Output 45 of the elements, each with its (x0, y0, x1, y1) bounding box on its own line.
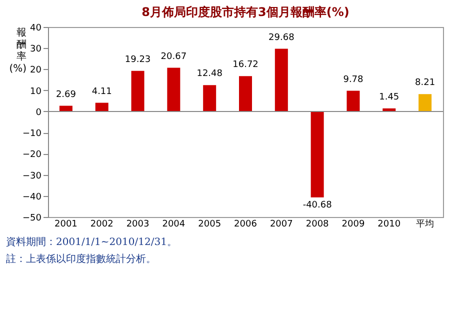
data-label: -40.68 (302, 200, 332, 210)
x-tick-label: 2004 (162, 220, 186, 230)
y-tick-label: 30 (30, 44, 42, 55)
bar (131, 70, 144, 112)
x-tick-label: 2003 (126, 220, 150, 230)
y-tick-label: 40 (30, 24, 42, 34)
x-tick-label: 2001 (54, 220, 78, 230)
chart-title: 8月佈局印度股市持有3個月報酬率(%) (142, 5, 350, 19)
x-tick-label: 2005 (198, 220, 222, 230)
y-tick-label: 20 (30, 66, 42, 76)
y-tick-label: −10 (22, 129, 42, 140)
data-label: 9.78 (343, 74, 364, 85)
bar (203, 85, 216, 112)
data-label: 12.48 (196, 69, 223, 80)
text: 註：上表係以印度指數統計分析。 (6, 252, 157, 266)
y-tick-label: −20 (22, 150, 42, 160)
bar (310, 111, 324, 198)
data-label: 20.67 (160, 52, 187, 62)
x-tick-label: 2006 (234, 220, 258, 230)
text: 資料期間：2001/1/1~2010/12/31。 (6, 236, 178, 249)
x-tick-label: 平均 (416, 218, 434, 230)
data-label: 19.23 (124, 54, 151, 65)
y-axis-title: 報酬率(%) (9, 26, 27, 74)
data-label: 2.69 (56, 90, 76, 100)
bar (167, 68, 180, 112)
data-label: 4.11 (92, 86, 112, 97)
data-label: 16.72 (232, 60, 258, 70)
bar (274, 48, 288, 112)
y-tick-label: −50 (22, 214, 42, 224)
data-label: 8.21 (415, 78, 436, 88)
bar (239, 76, 252, 112)
bar (346, 90, 360, 112)
data-label: 1.45 (379, 92, 400, 102)
y-tick-label: −30 (22, 171, 42, 182)
bar (418, 94, 432, 112)
data-label: 29.68 (268, 32, 295, 43)
y-tick-label: −40 (22, 192, 42, 202)
x-tick-label: 2009 (342, 220, 365, 230)
bar (95, 102, 108, 112)
y-tick-label: 0 (36, 108, 42, 118)
x-tick-label: 2010 (378, 220, 401, 230)
x-tick-label: 2002 (90, 220, 114, 230)
y-tick-label: 10 (30, 86, 42, 97)
x-tick-label: 2007 (270, 220, 293, 230)
x-tick-label: 2008 (306, 220, 330, 230)
